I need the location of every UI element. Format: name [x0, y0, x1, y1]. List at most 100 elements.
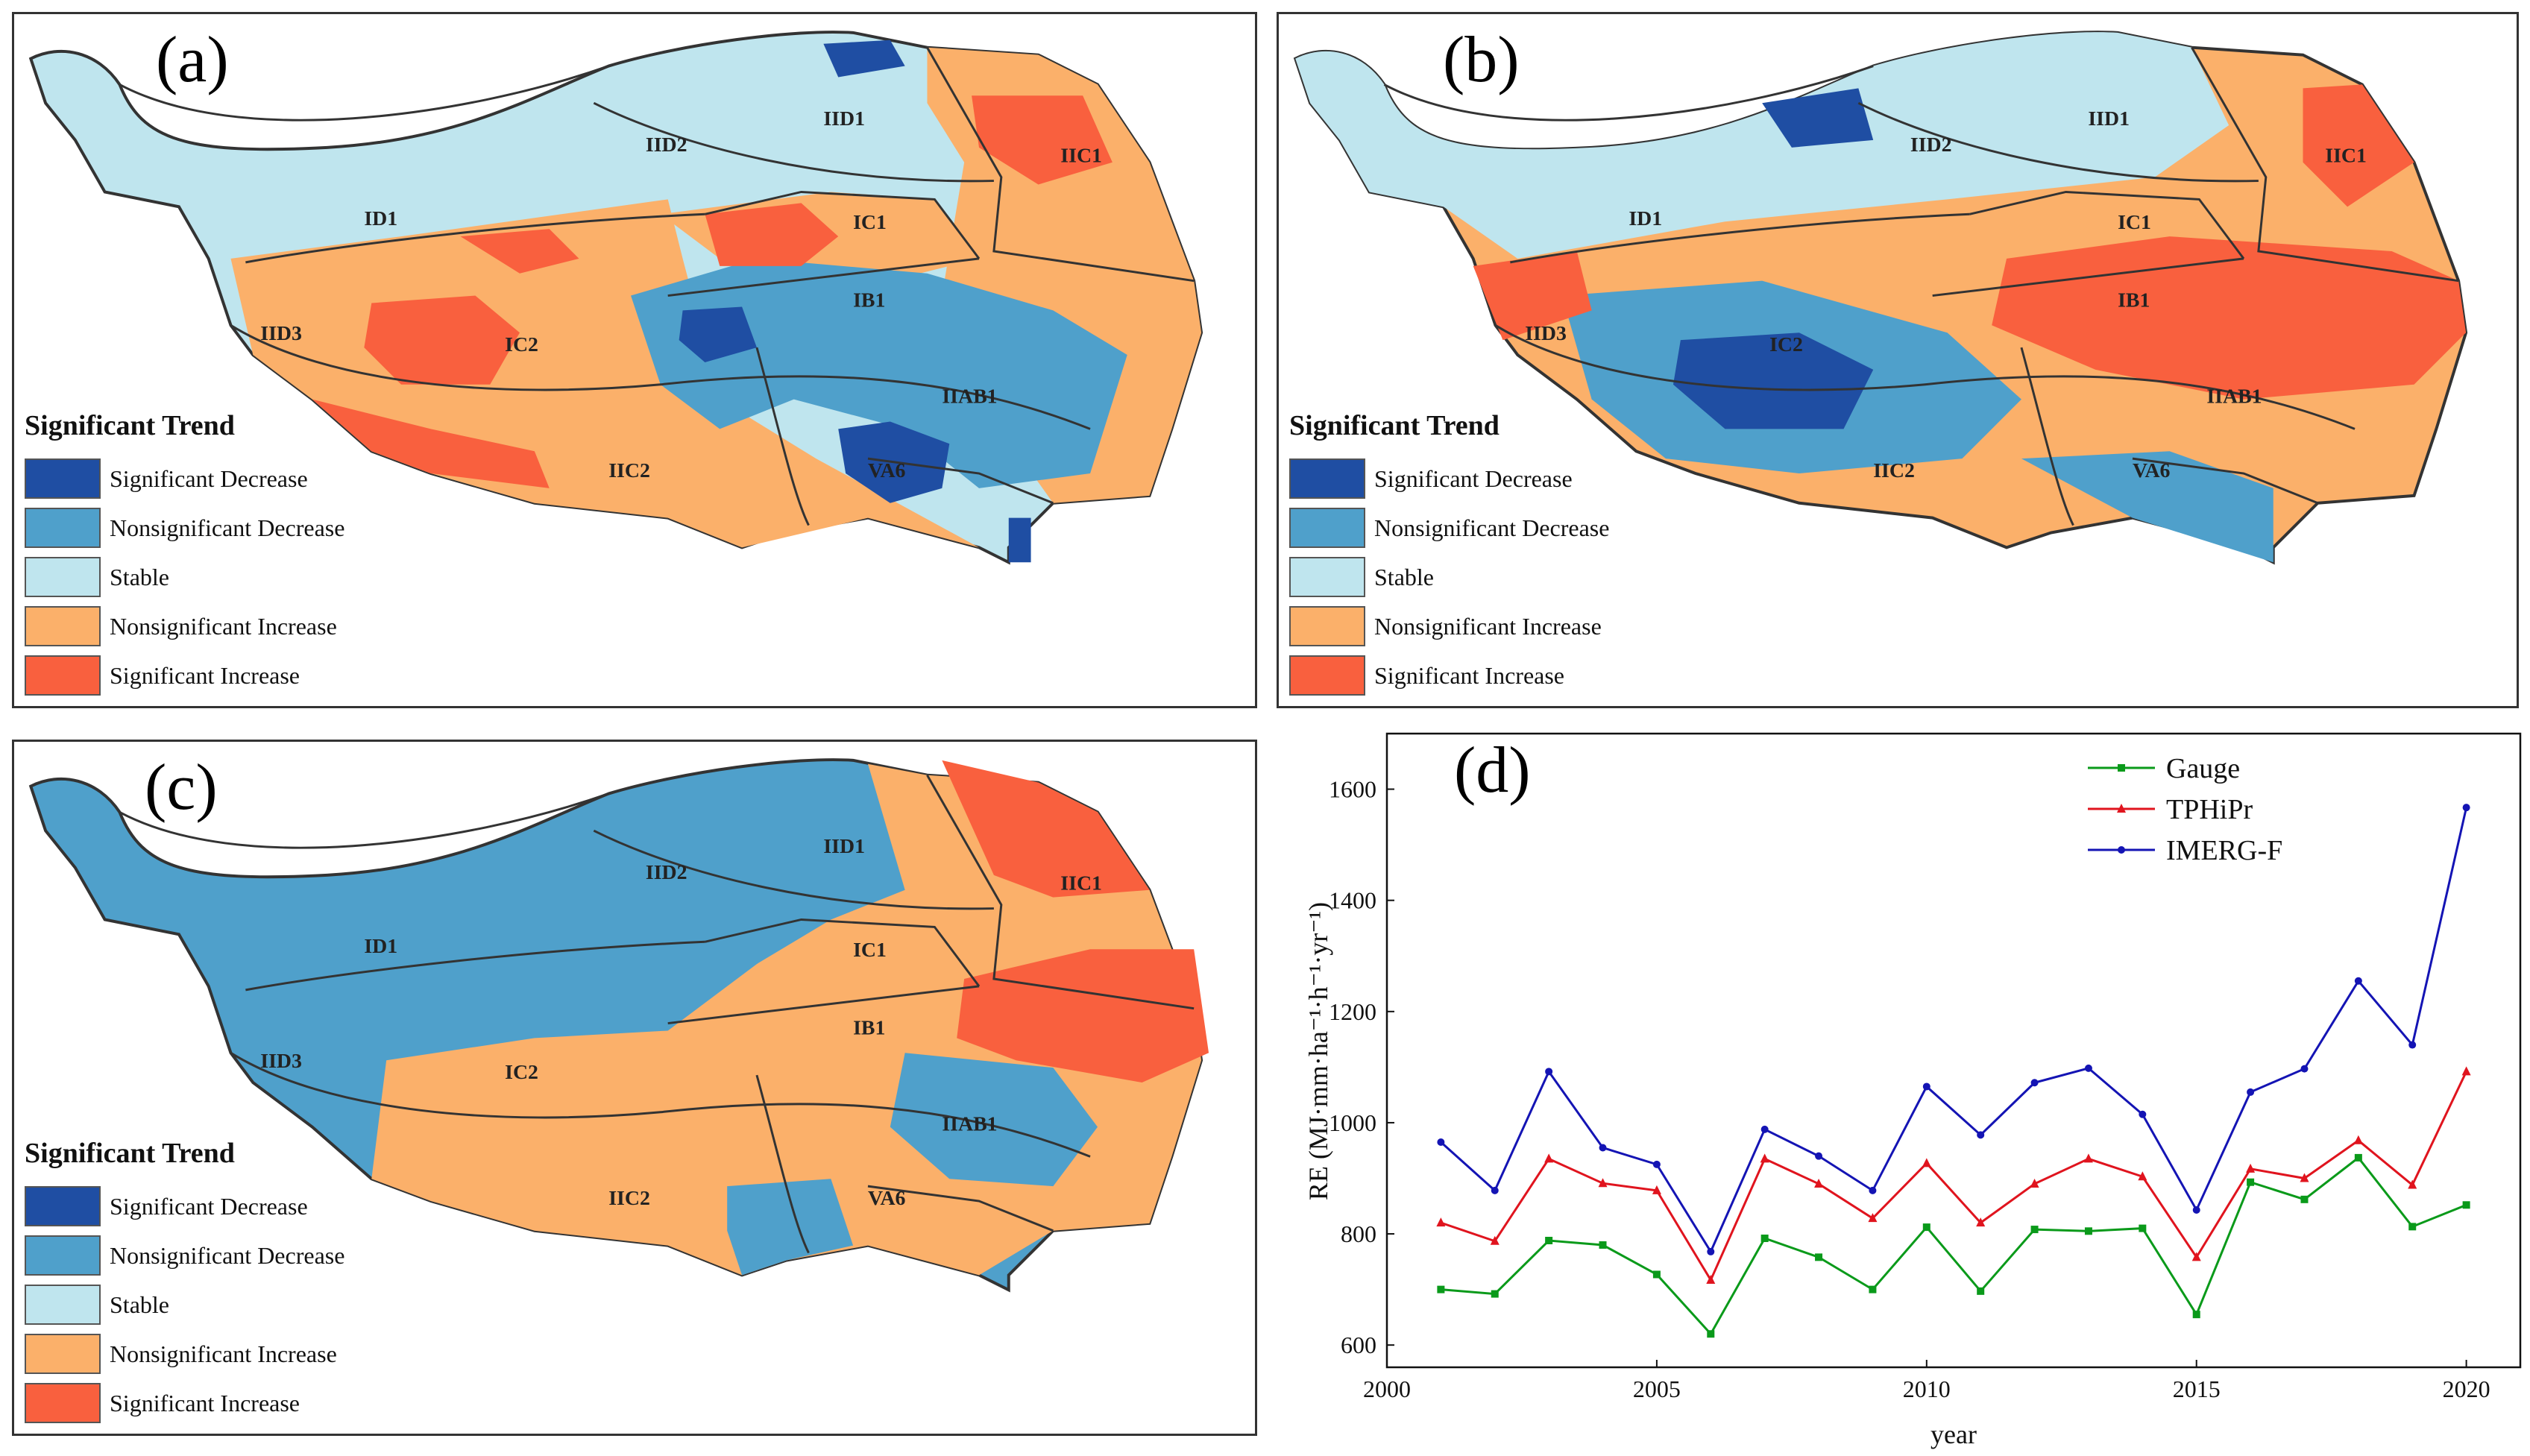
data-point-tphipr — [1868, 1213, 1878, 1223]
legend-label: Significant Increase — [1374, 661, 1564, 689]
area-sig-decrease — [1762, 88, 1874, 148]
data-point-gauge — [2300, 1195, 2309, 1203]
data-point-imerg-f — [1599, 1144, 1607, 1152]
area-sig-increase — [972, 95, 1113, 185]
series-group — [1436, 804, 2471, 1338]
data-point-gauge — [1545, 1237, 1553, 1244]
data-point-tphipr — [2353, 1135, 2363, 1144]
region-label-IIC1: IIC1 — [1060, 145, 1102, 168]
data-point-tphipr — [1706, 1274, 1716, 1284]
data-point-gauge — [1815, 1253, 1823, 1261]
region-label-IC2: IC2 — [1769, 333, 1803, 356]
panel-a: IID1 IID2 IIC1 ID1 IC1 IB1 IID3 IC2 IIAB… — [12, 12, 1257, 708]
data-point-gauge — [1977, 1287, 1985, 1295]
legend-label: Significant Increase — [110, 661, 300, 689]
region-label-IID2: IID2 — [646, 133, 687, 157]
data-point-imerg-f — [2139, 1110, 2147, 1118]
legend-label: Nonsignificant Increase — [1374, 612, 1602, 640]
legend-item: Nonsignificant Increase — [25, 602, 442, 651]
series-line-imerg-f — [1440, 807, 2468, 1255]
y-tick-label: 1400 — [1329, 887, 1376, 914]
region-label-IID2: IID2 — [1910, 133, 1952, 157]
chart-legend: Gauge TPHiPr IMERG-F — [2088, 753, 2282, 866]
legend-item: Significant Increase — [1289, 651, 1707, 700]
legend-swatch — [25, 1383, 101, 1423]
legend-swatch — [25, 1186, 101, 1226]
data-point-tphipr — [2246, 1163, 2256, 1173]
panel-d: 2000 2005 2010 2015 2020 600 800 1000 1200 1400 16… — [1268, 723, 2530, 1456]
panel-c: IID1 IID2 IIC1 ID1 IC1 IB1 IID3 IC2 IIAB… — [12, 740, 1257, 1436]
data-point-tphipr — [1814, 1178, 1824, 1188]
panel-label-d: (d) — [1454, 734, 1531, 807]
region-label-VA6: VA6 — [2133, 459, 2171, 482]
data-point-imerg-f — [2030, 1079, 2039, 1087]
legend-marker-gauge — [2118, 764, 2125, 772]
legend-item: Significant Decrease — [25, 1182, 442, 1231]
legend-item: Stable — [25, 1280, 442, 1329]
axes: 2000 2005 2010 2015 2020 600 800 1000 1200 1400 16… — [1329, 776, 2490, 1402]
data-point-gauge — [1760, 1235, 1769, 1243]
data-point-imerg-f — [2408, 1041, 2417, 1049]
region-label-IIAB1: IIAB1 — [2206, 385, 2262, 409]
data-point-imerg-f — [2247, 1088, 2255, 1096]
region-label-VA6: VA6 — [868, 1187, 906, 1210]
legend-swatch — [1289, 606, 1365, 646]
data-point-gauge — [2084, 1227, 2092, 1235]
region-label-IC2: IC2 — [505, 333, 538, 356]
data-point-imerg-f — [2462, 804, 2470, 812]
legend-swatch — [25, 1285, 101, 1325]
area-sig-decrease — [1672, 333, 1874, 429]
legend-item: Significant Increase — [25, 1378, 442, 1428]
legend-swatch — [25, 557, 101, 597]
region-label-IIC1: IIC1 — [2325, 145, 2367, 168]
area-sig-increase — [460, 229, 579, 274]
data-point-gauge — [1437, 1285, 1445, 1293]
legend-item: Stable — [25, 552, 442, 602]
region-label-IID2: IID2 — [646, 861, 687, 884]
y-tick-label: 1200 — [1329, 998, 1376, 1025]
region-label-IID1: IID1 — [823, 835, 865, 858]
legend-label-tphipr: TPHiPr — [2166, 794, 2253, 825]
line-chart: 2000 2005 2010 2015 2020 600 800 1000 1200 1400 16… — [1303, 732, 2522, 1449]
data-point-imerg-f — [1760, 1125, 1769, 1133]
area-sig-increase — [705, 203, 839, 266]
data-point-imerg-f — [1977, 1131, 1985, 1139]
legend-swatch — [1289, 458, 1365, 499]
region-label-IID3: IID3 — [1525, 322, 1567, 345]
data-point-imerg-f — [1815, 1152, 1823, 1160]
data-point-gauge — [1922, 1223, 1930, 1232]
region-label-IID3: IID3 — [260, 322, 302, 345]
panel-label-c: (c) — [145, 751, 218, 824]
area-sig-decrease — [1008, 517, 1031, 563]
region-label-IID1: IID1 — [2088, 107, 2130, 130]
y-tick-label: 1600 — [1329, 776, 1376, 803]
region-boundaries — [1383, 46, 2459, 526]
legend-item: Significant Decrease — [25, 454, 442, 503]
legend-title: Significant Trend — [25, 410, 235, 441]
panel-b: IID1 IID2 IIC1 ID1 IC1 IB1 IID3 IC2 IIAB… — [1277, 12, 2519, 708]
data-point-tphipr — [2083, 1153, 2093, 1163]
panel-label-a: (a) — [156, 24, 229, 96]
legend-label: Significant Decrease — [110, 464, 308, 492]
y-tick-label: 800 — [1341, 1220, 1376, 1247]
area-nonsig-decrease — [2021, 451, 2273, 563]
legend-item: Nonsignificant Decrease — [25, 503, 442, 552]
data-point-imerg-f — [1652, 1160, 1661, 1168]
legend-title: Significant Trend — [25, 1138, 235, 1169]
series-line-gauge — [1441, 1156, 2467, 1336]
region-label-IB1: IB1 — [853, 289, 885, 312]
legend-label: Nonsignificant Increase — [110, 1340, 337, 1367]
legend-item: Significant Increase — [25, 651, 442, 700]
area-sig-increase — [942, 760, 1150, 898]
region-label-IIAB1: IIAB1 — [942, 1113, 997, 1136]
region-label-IB1: IB1 — [853, 1016, 885, 1039]
data-point-tphipr — [2300, 1173, 2309, 1182]
legend-swatch — [25, 655, 101, 696]
data-point-gauge — [2354, 1153, 2362, 1162]
y-tick-label: 600 — [1341, 1331, 1376, 1358]
region-label-IB1: IB1 — [2118, 289, 2150, 312]
area-sig-increase — [312, 399, 550, 488]
data-point-tphipr — [1598, 1178, 1608, 1188]
map-c: IID1 IID2 IIC1 ID1 IC1 IB1 IID3 IC2 IIAB… — [28, 758, 1209, 1293]
data-point-gauge — [1491, 1290, 1499, 1298]
